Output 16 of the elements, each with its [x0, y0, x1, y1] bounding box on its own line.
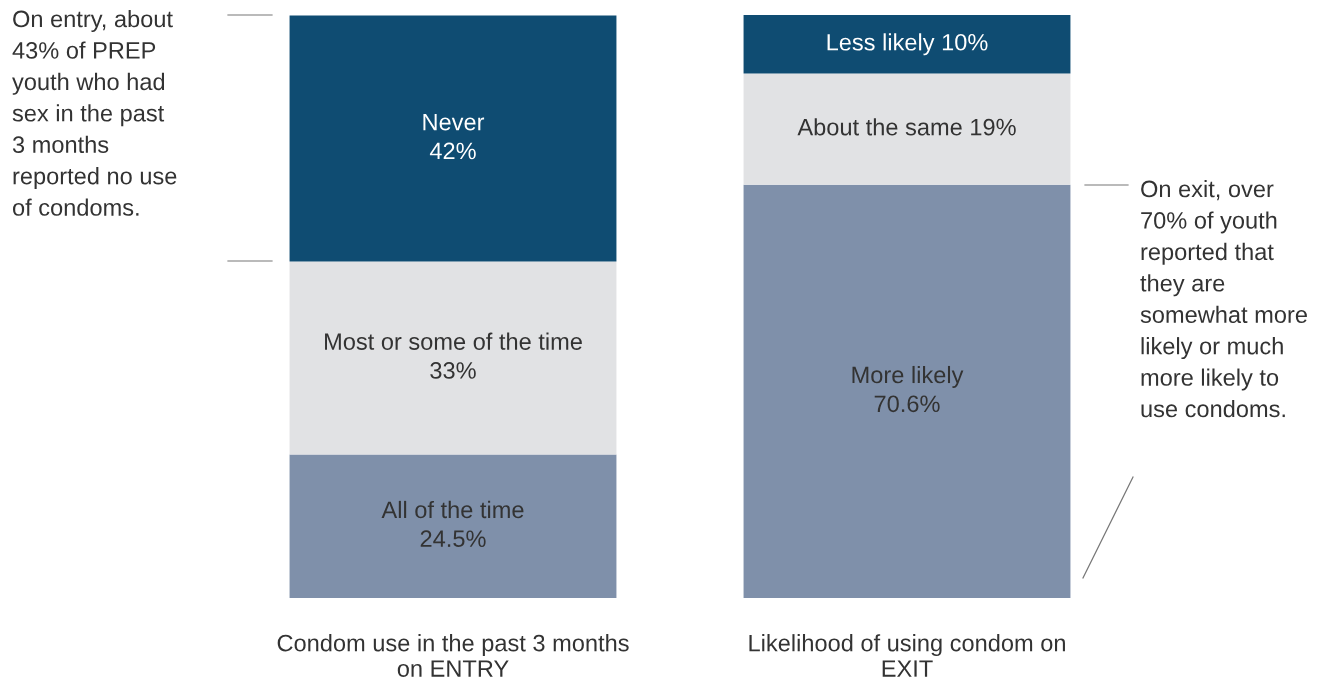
data-label: Never 42% [423, 113, 485, 160]
bar [743, 15, 1071, 74]
bar [289, 454, 617, 598]
text: On exit, over 70% of youth reported that they are somewhat more likely or much more likely to use condoms. [1140, 180, 1307, 418]
data-label: Less likely 10% [827, 33, 988, 56]
x-tick-label: Likelihood of using condom on EXIT [749, 634, 1065, 677]
text: On entry, about 43% of PREP youth who had sex in the past 3 months reported no use of condoms. [12, 10, 177, 216]
bar [743, 73, 1071, 185]
data-label: Most or some of the time 33% [325, 332, 582, 379]
x-tick-label: Condom use in the past 3 months on ENTRY [277, 634, 629, 677]
bar [289, 15, 617, 262]
data-label: All of the time 24.5% [381, 500, 524, 548]
data-label: More likely 70.6% [852, 365, 964, 413]
data-label: About the same 19% [797, 118, 1016, 136]
bar [743, 184, 1071, 598]
bar [289, 261, 617, 455]
